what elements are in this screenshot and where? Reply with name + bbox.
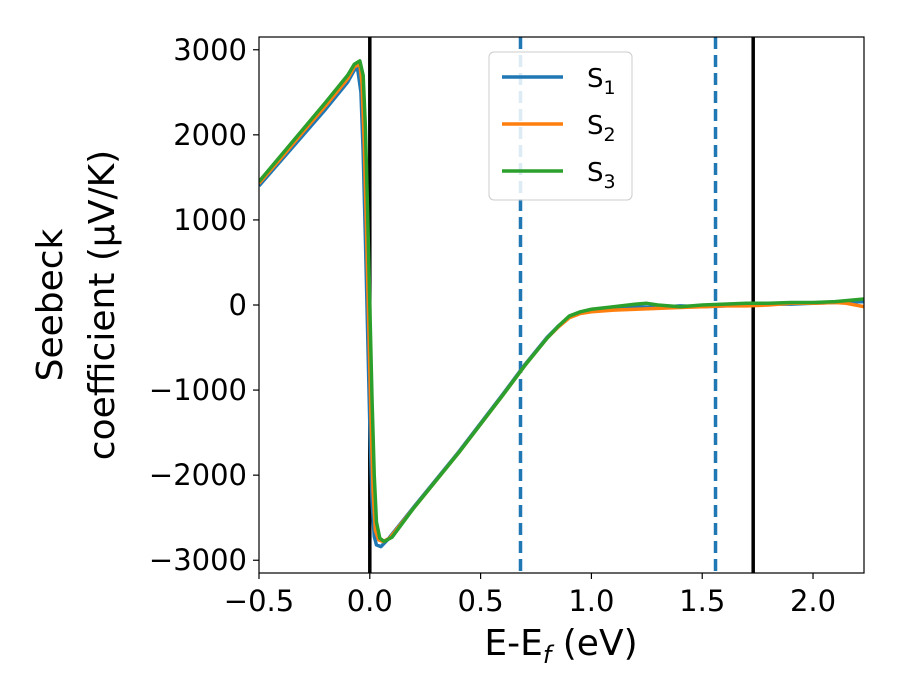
legend-label-s3: S3 xyxy=(587,158,616,193)
plot-content xyxy=(259,37,864,573)
y-tick-label: −2000 xyxy=(149,458,247,492)
x-tick-label: 0.5 xyxy=(458,584,504,618)
y-tick-label: 2000 xyxy=(173,118,247,152)
plot-clipped xyxy=(259,37,864,573)
legend-box xyxy=(488,51,633,201)
x-axis-ticks: −0.5 0.0 0.5 1.0 1.5 2.0 xyxy=(224,573,836,618)
legend: S1 S2 S3 xyxy=(488,51,633,201)
x-tick-label: 0.0 xyxy=(347,584,393,618)
x-tick-label: 1.0 xyxy=(568,584,614,618)
y-tick-label: 3000 xyxy=(173,33,247,67)
series-line-s3 xyxy=(259,59,864,544)
x-tick-label: −0.5 xyxy=(224,584,294,618)
x-tick-label: 1.5 xyxy=(679,584,725,618)
x-axis-label: E-Ef (eV) xyxy=(484,623,637,669)
y-tick-label: 1000 xyxy=(173,203,247,237)
y-tick-label: 0 xyxy=(229,288,247,322)
x-tick-label: 2.0 xyxy=(790,584,836,618)
y-axis-label-line1: Seebeck xyxy=(30,228,71,381)
y-tick-label: −1000 xyxy=(149,373,247,407)
y-axis-ticks: −3000 −2000 −1000 0 1000 2000 3000 xyxy=(149,33,259,577)
y-tick-label: −3000 xyxy=(149,543,247,577)
y-axis-label: Seebeck coefficient (μV/K) xyxy=(30,150,123,460)
y-axis-label-line2: coefficient (μV/K) xyxy=(82,150,123,460)
legend-label-s1: S1 xyxy=(587,64,616,99)
legend-label-s2: S2 xyxy=(587,111,616,146)
